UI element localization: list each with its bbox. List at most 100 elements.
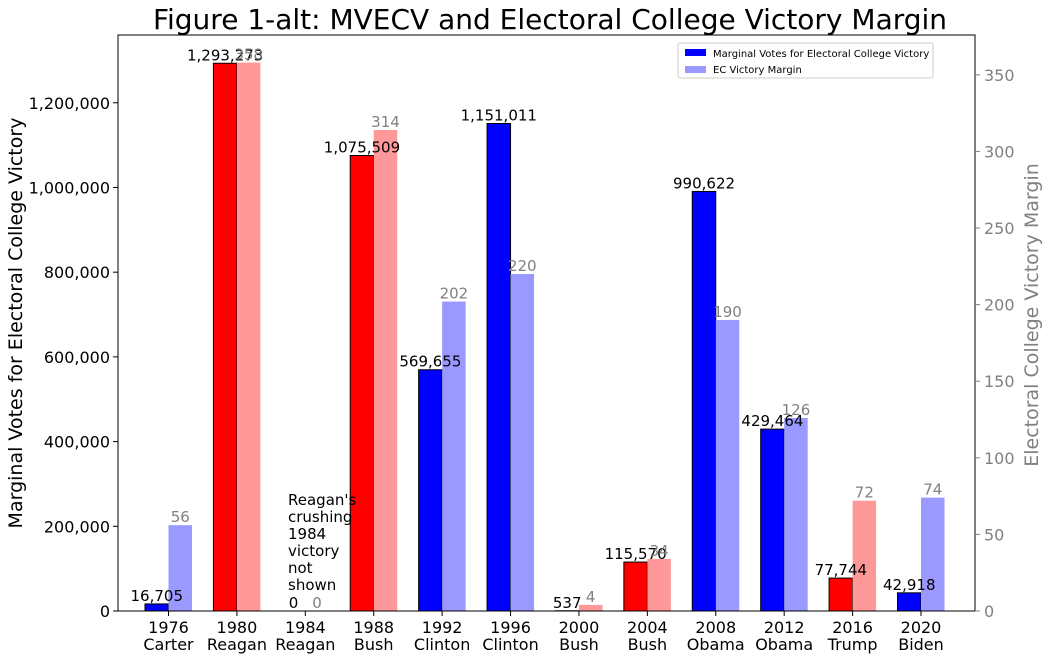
value-label-ec-margin-2004: 34 xyxy=(650,542,669,560)
bar-ec-margin-1996 xyxy=(510,273,535,611)
bar-ec-margin-2000 xyxy=(578,604,603,611)
x-tick-name-1980: Reagan xyxy=(207,635,267,654)
x-tick-name-1992: Clinton xyxy=(414,635,470,654)
bar-mvecv-2012 xyxy=(760,428,785,612)
legend-swatch-ec-margin xyxy=(685,66,706,73)
value-label-ec-margin-2012: 126 xyxy=(782,401,811,419)
y-right-tick-label: 50 xyxy=(984,525,1004,544)
bar-mvecv-2004 xyxy=(623,561,648,612)
value-label-ec-margin-1996: 220 xyxy=(508,257,537,275)
value-label-ec-margin-2000: 4 xyxy=(586,588,596,606)
plot-frame xyxy=(117,34,976,612)
bar-mvecv-1996 xyxy=(486,123,512,612)
value-label-mvecv-2012: 429,464 xyxy=(741,412,803,430)
x-tick-name-1976: Carter xyxy=(143,635,194,654)
x-tick-year-1984: 1984 xyxy=(285,618,326,637)
y-left-tick-label: 0 xyxy=(100,602,110,621)
x-tick-year-2016: 2016 xyxy=(832,618,873,637)
value-label-mvecv-1976: 16,705 xyxy=(131,587,184,605)
legend-label-ec-margin: EC Victory Margin xyxy=(713,65,802,76)
y-left-tick-label: 800,000 xyxy=(44,263,110,282)
x-tick-name-1996: Clinton xyxy=(482,635,538,654)
x-tick-year-1980: 1980 xyxy=(217,618,258,637)
x-tick-year-1992: 1992 xyxy=(422,618,463,637)
y-left-tick-label: 1,200,000 xyxy=(29,94,110,113)
x-tick-year-2004: 2004 xyxy=(627,618,668,637)
bar-ec-margin-1988 xyxy=(373,129,398,611)
y-right-tick-label: 200 xyxy=(984,296,1015,315)
x-tick-year-1988: 1988 xyxy=(353,618,394,637)
legend-frame xyxy=(677,42,934,79)
value-label-ec-margin-1984: 0 xyxy=(312,594,322,612)
y-right-tick-label: 300 xyxy=(984,142,1015,161)
x-tick-year-1996: 1996 xyxy=(490,618,531,637)
value-label-mvecv-2016: 77,744 xyxy=(815,561,868,579)
annotation-line: 1984 xyxy=(288,525,326,543)
annotation-line: not xyxy=(288,559,313,577)
value-label-mvecv-1992: 569,655 xyxy=(399,353,461,371)
value-label-mvecv-2004: 115,570 xyxy=(605,545,667,563)
annotation-line: crushing xyxy=(288,508,352,526)
y-right-tick-label: 250 xyxy=(984,219,1015,238)
bar-ec-margin-1980 xyxy=(236,62,261,612)
bar-ec-margin-2016 xyxy=(852,500,877,611)
value-label-ec-margin-1992: 202 xyxy=(440,285,469,303)
bar-ec-margin-1992 xyxy=(442,301,466,611)
bars-layer xyxy=(144,62,945,612)
x-tick-name-2016: Trump xyxy=(827,635,878,654)
y-axis-right-label: Electoral College Victory Margin xyxy=(1021,163,1043,467)
annotation-line: Reagan's xyxy=(288,491,357,509)
bar-ec-margin-2020 xyxy=(921,497,945,611)
bar-mvecv-2008 xyxy=(691,190,717,612)
value-label-mvecv-1980: 1,293,273 xyxy=(187,46,263,64)
bar-mvecv-2020 xyxy=(897,592,922,612)
value-label-mvecv-1996: 1,151,011 xyxy=(461,107,537,125)
value-label-mvecv-2020: 42,918 xyxy=(883,576,936,594)
legend-label-mvecv: Marginal Votes for Electoral College Vic… xyxy=(713,49,929,60)
y-left-tick-label: 400,000 xyxy=(44,433,110,452)
x-tick-name-1988: Bush xyxy=(354,635,394,654)
bar-mvecv-1980 xyxy=(212,62,238,612)
bar-mvecv-1976 xyxy=(144,603,169,612)
bar-mvecv-1992 xyxy=(418,369,443,612)
annotation-line: victory xyxy=(288,542,340,560)
value-label-ec-margin-1976: 56 xyxy=(171,508,190,526)
bar-ec-margin-1976 xyxy=(168,525,192,611)
value-label-mvecv-1984: 0 xyxy=(289,594,299,612)
x-tick-name-1984: Reagan xyxy=(275,635,335,654)
x-tick-name-2020: Biden xyxy=(898,635,944,654)
bar-ec-margin-2008 xyxy=(715,319,740,611)
bar-mvecv-1988 xyxy=(349,154,375,612)
x-tick-year-2020: 2020 xyxy=(901,618,942,637)
bar-ec-margin-2004 xyxy=(647,558,671,611)
value-label-ec-margin-2016: 72 xyxy=(855,484,874,502)
legend: Marginal Votes for Electoral College Vic… xyxy=(677,42,934,79)
x-tick-year-1976: 1976 xyxy=(148,618,189,637)
value-label-ec-margin-2008: 190 xyxy=(713,303,742,321)
x-tick-year-2008: 2008 xyxy=(695,618,736,637)
x-tick-name-2004: Bush xyxy=(628,635,668,654)
y-left-tick-label: 200,000 xyxy=(44,517,110,536)
value-label-ec-margin-1980: 358 xyxy=(234,46,263,64)
x-tick-name-2008: Obama xyxy=(687,635,745,654)
x-tick-name-2000: Bush xyxy=(559,635,599,654)
value-label-mvecv-2000: 537 xyxy=(553,594,582,612)
bar-ec-margin-2012 xyxy=(784,417,808,611)
value-label-mvecv-2008: 990,622 xyxy=(673,174,735,192)
axes-layer: 1976Carter1980Reagan1984Reagan1988Bush19… xyxy=(29,34,1015,654)
x-tick-year-2012: 2012 xyxy=(764,618,805,637)
bar-mvecv-2016 xyxy=(828,577,854,612)
value-label-ec-margin-2020: 74 xyxy=(923,481,942,499)
y-left-tick-label: 600,000 xyxy=(44,348,110,367)
y-right-tick-label: 150 xyxy=(984,372,1015,391)
x-tick-name-2012: Obama xyxy=(755,635,813,654)
y-right-tick-label: 0 xyxy=(984,602,994,621)
y-right-tick-label: 350 xyxy=(984,66,1015,85)
annotation-line: shown xyxy=(288,576,336,594)
y-axis-left-label: Marginal Votes for Electoral College Vic… xyxy=(5,118,27,529)
value-label-ec-margin-1988: 314 xyxy=(371,113,400,131)
chart-title: Figure 1-alt: MVECV and Electoral Colleg… xyxy=(153,3,947,36)
